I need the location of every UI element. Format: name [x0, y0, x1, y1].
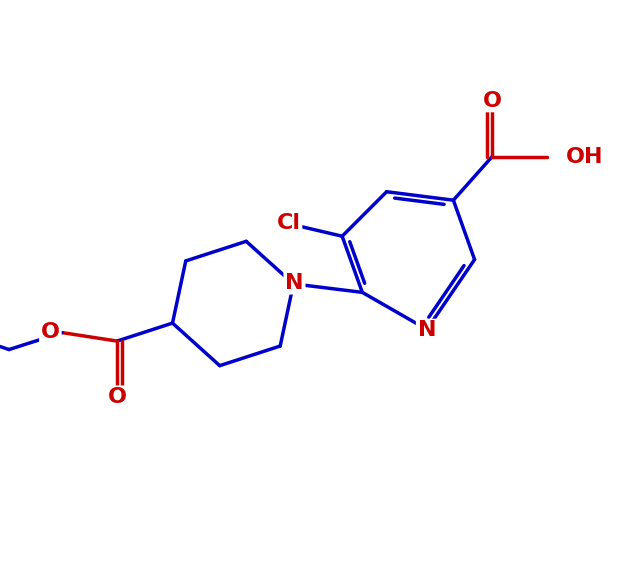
Text: N: N — [285, 273, 304, 293]
Text: N: N — [418, 320, 436, 340]
Text: Cl: Cl — [276, 213, 301, 233]
Text: O: O — [107, 387, 127, 407]
Text: OH: OH — [566, 146, 604, 166]
Text: O: O — [482, 90, 502, 110]
Text: O: O — [41, 321, 60, 341]
